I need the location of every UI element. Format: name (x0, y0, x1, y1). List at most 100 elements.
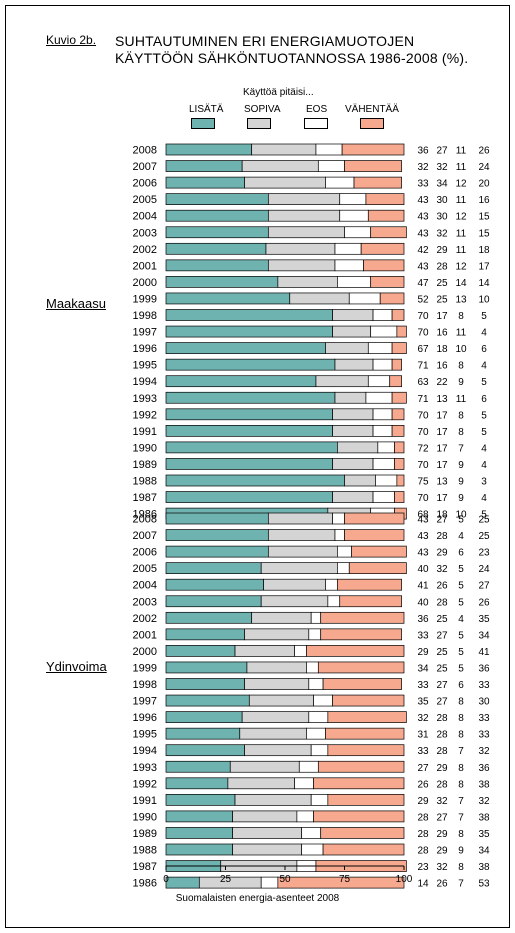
value-label-ydinvoima-2007-eos: 4 (458, 531, 464, 542)
bar-segment-maakaasu-2002-eos (334, 242, 362, 255)
value-label-maakaasu-1998-eos: 8 (458, 311, 464, 322)
bar-segment-ydinvoima-2002-vahentaa (320, 611, 405, 624)
bar-segment-maakaasu-1991-lisata (165, 425, 333, 437)
value-label-maakaasu-1988-vahentaa: 3 (481, 477, 487, 488)
bar-segment-ydinvoima-2005-lisata (165, 562, 262, 575)
bar-segment-maakaasu-2007-vahentaa (344, 160, 402, 172)
value-label-maakaasu-2008-lisata: 36 (417, 146, 429, 157)
value-label-maakaasu-1993-eos: 11 (456, 394, 467, 405)
bar-segment-maakaasu-1997-lisata (165, 325, 333, 338)
bar-segment-maakaasu-2000-eos (337, 276, 372, 288)
bar-segment-ydinvoima-2004-eos (325, 578, 338, 591)
bar-segment-maakaasu-2001-lisata (165, 259, 269, 272)
value-label-ydinvoima-1997-sopiva: 27 (436, 697, 448, 708)
year-label-ydinvoima-1998: 1998 (133, 679, 157, 691)
bar-segment-maakaasu-1997-eos (370, 325, 398, 338)
value-label-ydinvoima-1999-lisata: 34 (417, 663, 429, 674)
bar-segment-maakaasu-1995-vahentaa (391, 358, 402, 371)
value-label-ydinvoima-2004-eos: 5 (458, 581, 464, 592)
bar-segment-ydinvoima-1986-vahentaa (277, 876, 405, 889)
value-label-maakaasu-2001-lisata: 43 (417, 261, 429, 272)
value-label-maakaasu-1986-sopiva: 18 (436, 510, 448, 521)
value-label-ydinvoima-2006-sopiva: 29 (436, 548, 448, 559)
year-label-ydinvoima-2000: 2000 (133, 646, 157, 658)
bar-segment-ydinvoima-1989-lisata (165, 827, 233, 839)
bar-segment-ydinvoima-1999-sopiva (246, 661, 307, 674)
bar-segment-ydinvoima-2008-sopiva (267, 512, 333, 525)
bar-segment-ydinvoima-1990-eos (296, 810, 314, 823)
year-label-maakaasu-2002: 2002 (133, 244, 157, 256)
bar-segment-ydinvoima-1988-sopiva (232, 843, 303, 856)
value-label-ydinvoima-1995-eos: 8 (458, 730, 464, 741)
bar-segment-ydinvoima-1988-lisata (165, 843, 233, 856)
bar-segment-maakaasu-2001-sopiva (267, 259, 336, 272)
bar-segment-ydinvoima-1994-eos (310, 744, 329, 757)
value-label-maakaasu-2007-eos: 11 (456, 162, 467, 173)
bar-segment-maakaasu-1987-sopiva (332, 491, 374, 503)
bar-segment-ydinvoima-1999-lisata (165, 661, 248, 674)
bar-segment-maakaasu-1994-lisata (165, 375, 317, 388)
bar-segment-maakaasu-1989-vahentaa (394, 458, 405, 470)
group-label-ydinvoima: Ydinvoima (46, 659, 107, 674)
bar-segment-maakaasu-2008-eos (315, 143, 343, 156)
year-label-maakaasu-1995: 1995 (133, 360, 157, 372)
value-label-maakaasu-1995-eos: 8 (458, 361, 464, 372)
bar-segment-maakaasu-1995-eos (372, 358, 393, 371)
value-label-ydinvoima-2007-vahentaa: 25 (478, 531, 490, 542)
year-label-ydinvoima-1994: 1994 (133, 745, 157, 757)
year-label-maakaasu-2006: 2006 (133, 178, 157, 190)
value-label-maakaasu-1999-vahentaa: 10 (478, 294, 490, 305)
year-label-ydinvoima-1989: 1989 (133, 828, 157, 840)
bar-segment-ydinvoima-1992-vahentaa (313, 777, 405, 790)
year-label-ydinvoima-2005: 2005 (133, 563, 157, 575)
value-label-ydinvoima-1991-eos: 7 (458, 796, 464, 807)
year-label-ydinvoima-1991: 1991 (133, 795, 157, 807)
value-label-maakaasu-1994-lisata: 63 (417, 377, 429, 388)
value-label-maakaasu-1991-sopiva: 17 (436, 427, 448, 438)
bar-segment-maakaasu-2006-eos (325, 176, 355, 189)
value-label-ydinvoima-1995-lisata: 31 (417, 730, 429, 741)
value-label-maakaasu-2004-vahentaa: 15 (478, 212, 490, 223)
year-label-ydinvoima-2007: 2007 (133, 530, 157, 542)
year-label-maakaasu-2004: 2004 (133, 211, 157, 223)
value-label-ydinvoima-1998-eos: 6 (458, 680, 464, 691)
bar-segment-maakaasu-1996-vahentaa (391, 342, 407, 354)
bar-segment-maakaasu-2007-sopiva (241, 160, 319, 172)
value-label-ydinvoima-1997-vahentaa: 30 (478, 697, 490, 708)
value-label-ydinvoima-2006-eos: 6 (458, 548, 464, 559)
value-label-ydinvoima-2008-vahentaa: 25 (478, 515, 490, 526)
value-label-ydinvoima-2004-sopiva: 26 (436, 581, 448, 592)
value-label-maakaasu-2001-vahentaa: 17 (478, 261, 490, 272)
year-label-ydinvoima-1996: 1996 (133, 712, 157, 724)
value-label-ydinvoima-1992-sopiva: 28 (436, 779, 448, 790)
value-label-maakaasu-1991-vahentaa: 5 (481, 427, 487, 438)
value-label-ydinvoima-1992-eos: 8 (458, 779, 464, 790)
bar-segment-ydinvoima-1991-eos (310, 793, 329, 806)
year-label-ydinvoima-1993: 1993 (133, 762, 157, 774)
bar-segment-maakaasu-1990-sopiva (337, 441, 379, 454)
value-label-ydinvoima-1990-lisata: 28 (417, 812, 429, 823)
year-label-maakaasu-2005: 2005 (133, 194, 157, 206)
value-label-ydinvoima-1999-eos: 5 (458, 663, 464, 674)
value-label-ydinvoima-1994-lisata: 33 (417, 746, 429, 757)
value-label-maakaasu-1999-eos: 13 (455, 294, 467, 305)
bar-segment-ydinvoima-2005-vahentaa (348, 562, 407, 575)
value-label-ydinvoima-2002-vahentaa: 35 (478, 614, 490, 625)
value-label-ydinvoima-1989-lisata: 28 (417, 829, 429, 840)
bar-segment-ydinvoima-1993-vahentaa (317, 760, 405, 773)
year-label-maakaasu-2001: 2001 (133, 260, 157, 272)
value-label-maakaasu-2008-vahentaa: 26 (478, 146, 490, 157)
bar-segment-maakaasu-1988-eos (375, 474, 398, 487)
value-label-maakaasu-2003-lisata: 43 (417, 228, 429, 239)
value-label-maakaasu-1998-vahentaa: 5 (481, 311, 487, 322)
value-label-ydinvoima-1986-lisata: 14 (417, 879, 429, 890)
bar-segment-ydinvoima-2002-sopiva (251, 611, 312, 624)
year-label-ydinvoima-1988: 1988 (133, 845, 157, 857)
bar-segment-maakaasu-1999-sopiva (289, 292, 350, 305)
value-label-maakaasu-1992-eos: 8 (458, 410, 464, 421)
bar-segment-maakaasu-1999-eos (348, 292, 381, 305)
bar-segment-maakaasu-1998-vahentaa (391, 309, 405, 321)
bar-segment-maakaasu-1997-sopiva (332, 325, 372, 338)
value-label-ydinvoima-1990-eos: 7 (458, 812, 464, 823)
bar-segment-maakaasu-2004-lisata (165, 209, 269, 222)
